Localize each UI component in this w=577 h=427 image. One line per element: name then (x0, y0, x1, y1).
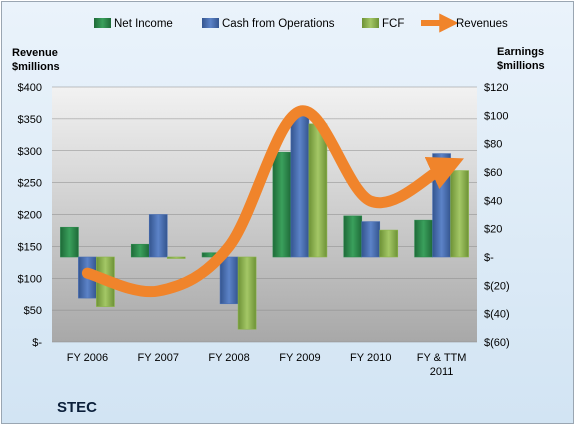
legend-item-cash-from-operations: Cash from Operations (202, 18, 335, 30)
x-tick-label: FY 2010 (350, 352, 391, 364)
x-tick-label: FY 2006 (67, 352, 108, 364)
bar-fcf (308, 123, 328, 258)
right-axis-ticks: $(60) $(40) $(20) $- $20 $40 $60 $80 $100 $120 (484, 82, 510, 349)
right-axis-title-line2: $millions (497, 60, 545, 72)
legend-label-net-income: Net Income (114, 18, 173, 30)
bar-fcf (237, 256, 257, 330)
right-tick-label: $80 (484, 139, 502, 151)
legend-swatch-net-income (94, 18, 111, 28)
bar-cash-from-operations (290, 112, 310, 258)
bar-net-income (130, 243, 150, 258)
x-tick-label: FY 2008 (208, 352, 249, 364)
right-axis-title-line1: Earnings (497, 46, 544, 58)
right-tick-label: $(20) (484, 280, 510, 292)
left-tick-label: $100 (18, 273, 42, 285)
right-tick-label: $- (484, 252, 494, 264)
bar-cash-from-operations (148, 214, 168, 258)
left-axis-title-line2: $millions (12, 61, 60, 73)
bars (60, 112, 469, 330)
right-tick-label: $40 (484, 195, 502, 207)
x-tick-label: FY & TTM 2011 (417, 352, 467, 378)
right-tick-label: $(60) (484, 337, 510, 349)
x-axis-ticks: FY 2006 FY 2007 FY 2008 FY 2009 FY 2010 FY & … (67, 352, 467, 378)
bar-net-income (272, 151, 292, 258)
right-tick-label: $120 (484, 82, 508, 94)
right-tick-label: $20 (484, 224, 502, 236)
left-tick-label: $400 (18, 82, 42, 94)
left-tick-label: $200 (18, 210, 42, 222)
left-tick-label: $300 (18, 146, 42, 158)
bar-fcf (379, 229, 399, 258)
legend-item-revenues: Revenues (421, 13, 508, 33)
bar-cash-from-operations (219, 256, 239, 305)
bar-net-income (60, 226, 79, 258)
bar-net-income (414, 219, 433, 258)
legend-label-revenues: Revenues (456, 18, 508, 30)
legend-swatch-fcf (362, 18, 379, 28)
x-tick-label: FY 2007 (138, 352, 179, 364)
legend-item-fcf: FCF (362, 18, 404, 30)
revenues-line (81, 105, 464, 298)
left-tick-label: $350 (18, 114, 42, 126)
legend-label-fcf: FCF (382, 18, 404, 30)
x-tick-label: FY 2009 (279, 352, 320, 364)
left-axis-ticks: $- $50 $100 $150 $200 $250 $300 $350 $400 (18, 82, 43, 349)
legend-label-cash-from-operations: Cash from Operations (222, 18, 335, 30)
legend: Net Income Cash from Operations FCF Reve… (94, 13, 508, 33)
left-tick-label: $250 (18, 178, 42, 190)
bar-net-income (343, 215, 363, 258)
right-tick-label: $(40) (484, 309, 510, 321)
left-tick-label: $- (32, 337, 42, 349)
bar-fcf (166, 256, 186, 259)
bar-fcf (450, 170, 469, 258)
company-name: STEC (57, 399, 97, 416)
right-tick-label: $60 (484, 167, 502, 179)
right-tick-label: $100 (484, 110, 508, 122)
bar-cash-from-operations (361, 221, 381, 258)
left-tick-label: $50 (24, 305, 42, 317)
legend-swatch-cash-from-operations (202, 18, 219, 28)
legend-item-net-income: Net Income (94, 18, 173, 30)
left-tick-label: $150 (18, 241, 42, 253)
left-axis-title-line1: Revenue (12, 47, 58, 59)
